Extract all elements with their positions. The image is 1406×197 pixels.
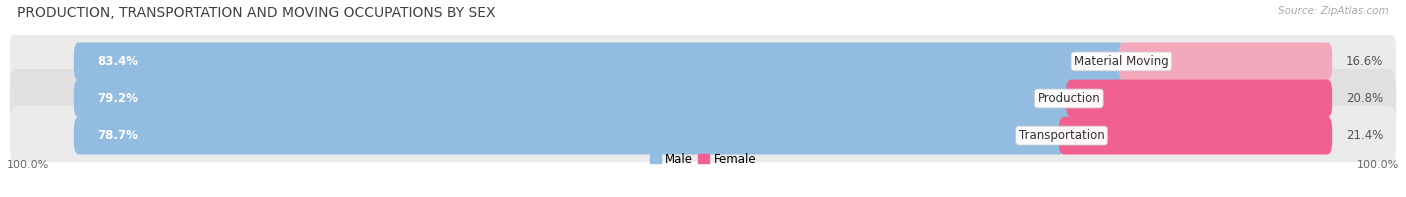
FancyBboxPatch shape <box>10 69 1396 128</box>
FancyBboxPatch shape <box>1059 117 1331 154</box>
Legend: Male, Female: Male, Female <box>650 153 756 166</box>
Text: 16.6%: 16.6% <box>1346 55 1384 68</box>
FancyBboxPatch shape <box>75 80 1071 117</box>
Text: 78.7%: 78.7% <box>97 129 138 142</box>
Text: Transportation: Transportation <box>1019 129 1105 142</box>
FancyBboxPatch shape <box>10 32 1396 91</box>
Text: 20.8%: 20.8% <box>1346 92 1384 105</box>
Text: 100.0%: 100.0% <box>1357 160 1399 170</box>
FancyBboxPatch shape <box>75 43 1125 80</box>
Text: Material Moving: Material Moving <box>1074 55 1168 68</box>
Text: 100.0%: 100.0% <box>7 160 49 170</box>
Text: 21.4%: 21.4% <box>1346 129 1384 142</box>
Text: Source: ZipAtlas.com: Source: ZipAtlas.com <box>1278 6 1389 16</box>
FancyBboxPatch shape <box>75 117 1064 154</box>
FancyBboxPatch shape <box>1066 80 1331 117</box>
Text: 83.4%: 83.4% <box>97 55 139 68</box>
Text: PRODUCTION, TRANSPORTATION AND MOVING OCCUPATIONS BY SEX: PRODUCTION, TRANSPORTATION AND MOVING OC… <box>17 6 495 20</box>
Text: Production: Production <box>1038 92 1099 105</box>
FancyBboxPatch shape <box>1119 43 1331 80</box>
FancyBboxPatch shape <box>10 106 1396 165</box>
Text: 79.2%: 79.2% <box>97 92 138 105</box>
